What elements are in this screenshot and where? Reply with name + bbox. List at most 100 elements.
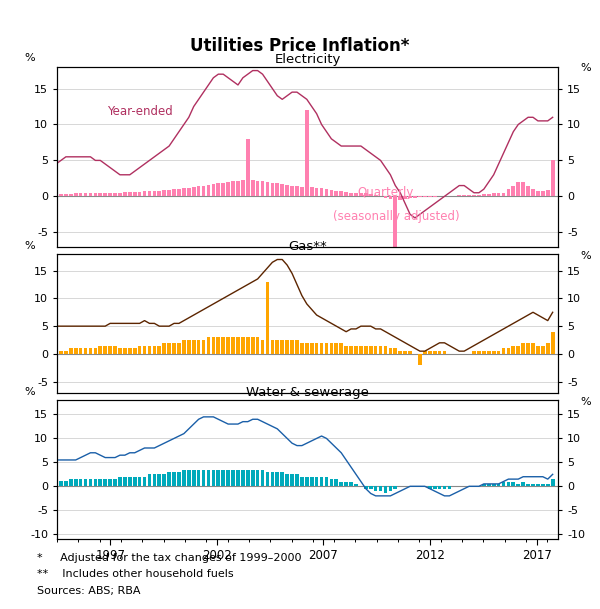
Bar [369,487,373,488]
Bar [428,487,431,488]
Bar [187,340,191,354]
Bar [285,185,289,196]
Bar [69,348,73,354]
Bar [202,470,205,487]
Bar [290,474,294,487]
Bar [536,345,540,354]
Bar [118,193,122,196]
Bar [418,354,422,365]
Bar [128,348,131,354]
Y-axis label: %: % [24,54,35,63]
Y-axis label: %: % [580,63,591,74]
Bar [177,472,181,487]
Bar [251,470,254,487]
Bar [452,195,456,196]
Bar [98,193,102,196]
Bar [206,185,211,196]
Bar [261,181,265,196]
Bar [517,182,520,196]
Bar [152,191,156,196]
Bar [487,194,491,196]
Bar [192,340,196,354]
Bar [54,194,58,196]
Bar [502,348,505,354]
Bar [128,192,131,196]
Bar [394,487,397,488]
Bar [305,343,308,354]
Bar [398,351,402,354]
Bar [157,345,161,354]
Bar [472,351,476,354]
Bar [521,343,525,354]
Bar [389,487,392,491]
Bar [492,484,496,487]
Bar [74,479,77,487]
Bar [340,343,343,354]
Text: Year-ended: Year-ended [107,105,173,119]
Bar [295,186,299,196]
Bar [246,337,250,354]
Bar [408,196,412,199]
Bar [502,482,505,487]
Bar [94,193,97,196]
Bar [394,196,397,250]
Bar [197,470,200,487]
Bar [433,351,437,354]
Bar [59,351,63,354]
Text: **    Includes other household fuels: ** Includes other household fuels [37,569,234,579]
Text: Sources: ABS; RBA: Sources: ABS; RBA [37,586,140,596]
Bar [354,193,358,196]
Bar [256,337,259,354]
Bar [202,186,205,196]
Bar [143,477,146,487]
Bar [511,345,515,354]
Bar [217,337,220,354]
Bar [457,195,461,196]
Bar [113,193,117,196]
Bar [433,196,437,197]
Bar [94,479,97,487]
Bar [69,194,73,196]
Bar [443,487,446,488]
Bar [389,348,392,354]
Bar [428,351,431,354]
Bar [148,474,151,487]
Bar [344,345,348,354]
Bar [40,195,43,196]
Bar [310,343,314,354]
Bar [521,182,525,196]
Bar [526,343,530,354]
Bar [349,482,353,487]
Bar [226,470,230,487]
Bar [44,481,48,487]
Bar [182,188,186,196]
Bar [285,474,289,487]
Bar [163,190,166,196]
Bar [369,194,373,196]
Bar [551,479,554,487]
Bar [511,482,515,487]
Bar [492,351,496,354]
Bar [157,474,161,487]
Bar [541,191,545,196]
Bar [20,482,23,487]
Bar [83,479,88,487]
Bar [177,343,181,354]
Bar [315,188,319,196]
Bar [64,351,68,354]
Bar [310,477,314,487]
Bar [300,477,304,487]
Bar [163,343,166,354]
Bar [74,194,77,196]
Bar [5,482,9,487]
Bar [29,195,33,196]
Bar [482,351,485,354]
Bar [202,340,205,354]
Bar [59,481,63,487]
Bar [236,470,240,487]
Bar [25,482,28,487]
Bar [266,472,269,487]
Bar [448,487,451,488]
Bar [251,180,254,196]
Text: (seasonally adjusted): (seasonally adjusted) [332,209,459,223]
